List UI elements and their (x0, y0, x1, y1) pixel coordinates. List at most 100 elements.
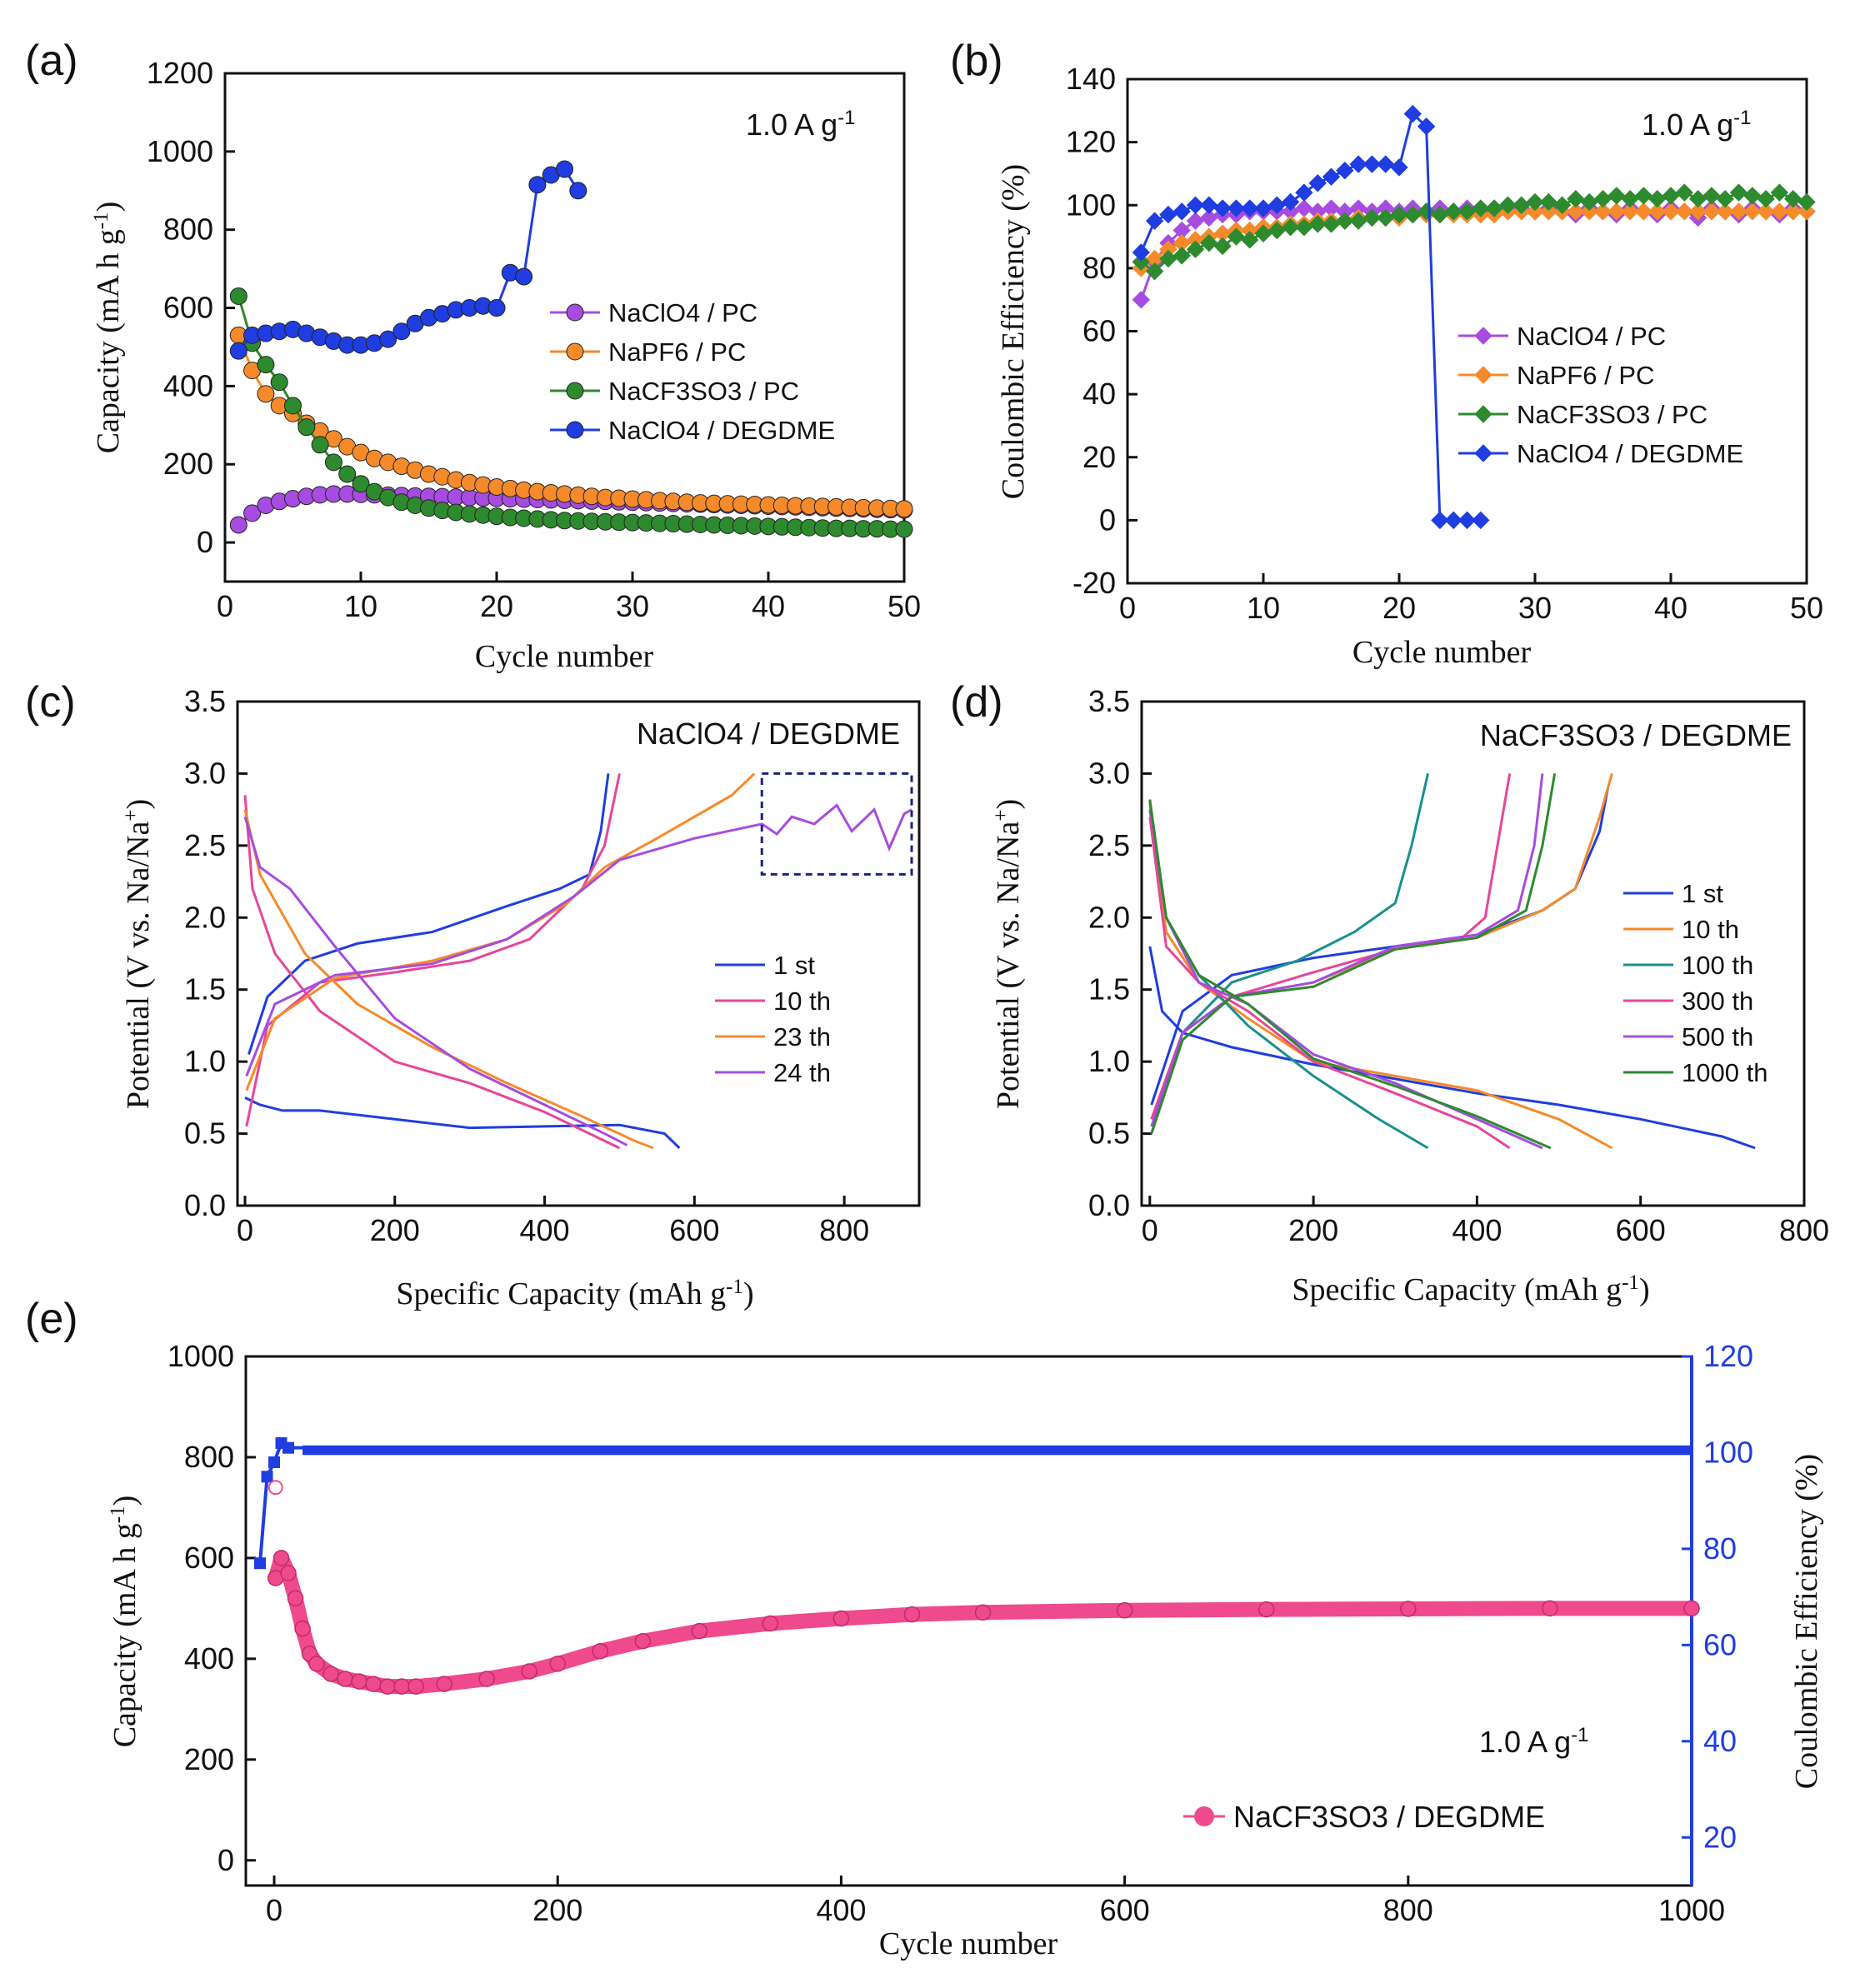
legend-label: NaClO4 / PC (608, 298, 758, 327)
first-cycle-point (268, 1480, 283, 1496)
x-tick-label: 200 (1288, 1213, 1338, 1247)
legend-label: 300 th (1682, 987, 1753, 1016)
data-point (1376, 155, 1395, 173)
data-point (1132, 290, 1151, 309)
charge-curve-0 (1150, 787, 1609, 1106)
legend-label: 500 th (1682, 1022, 1753, 1051)
x-axis-label-d: Specific Capacity (mAh g-1) (1292, 1271, 1649, 1308)
data-point (1770, 183, 1789, 202)
capacity-point (832, 1610, 850, 1627)
data-point (556, 160, 573, 178)
data-point (566, 382, 584, 400)
x-tick-label: 20 (1382, 591, 1416, 625)
data-point (1132, 243, 1151, 262)
data-point (895, 500, 913, 518)
legend-label: 1000 th (1682, 1058, 1768, 1087)
axes-e: 0 200 400 600 800 1000 0 200 400 600 800 1000 20 40 60… (168, 1339, 1753, 1927)
y-tick-label: 40 (1082, 377, 1116, 411)
x-tick-label: 800 (1779, 1213, 1829, 1247)
capacity-point (478, 1671, 495, 1687)
x-tick-label: 600 (1616, 1213, 1666, 1247)
y-right-tick-label: 60 (1703, 1627, 1737, 1661)
data-point (1688, 202, 1708, 221)
series-group-d (1148, 773, 1756, 1150)
data-point (1474, 366, 1492, 384)
legend-label: 24 th (773, 1058, 831, 1087)
x-tick-label: 30 (1518, 591, 1552, 625)
data-point (1132, 252, 1151, 272)
data-point (1593, 189, 1612, 208)
data-point (1757, 202, 1775, 221)
y-tick-label: 800 (184, 1440, 234, 1474)
x-axis-label-c: Specific Capacity (mAh g-1) (396, 1276, 753, 1312)
y-tick-label: 2.5 (1088, 828, 1130, 862)
discharge-curve-3 (1148, 817, 1511, 1150)
data-point (1145, 262, 1164, 281)
y-tick-label: 3.0 (184, 756, 226, 790)
capacity-point (691, 1622, 708, 1640)
charge-curve-5 (1150, 773, 1557, 1135)
y-axis-label-c: Potential (V vs. Na/Na+) (120, 799, 157, 1109)
y-axis-label-d: Potential (V vs. Na/Na+) (990, 799, 1027, 1109)
y-tick-label: 100 (1066, 187, 1116, 222)
y-tick-label: 200 (184, 1742, 234, 1776)
coulombic-efficiency-band (302, 1445, 1692, 1456)
data-point (515, 267, 533, 286)
data-point (311, 436, 329, 454)
y-tick-label: 120 (1066, 125, 1116, 159)
data-point (1431, 511, 1449, 530)
y-tick-label: 1.5 (1088, 972, 1130, 1006)
panel-a: (a) 0 10 20 30 40 50 0 200 400 600 800 1000 1200 1.0… (25, 37, 921, 674)
panel-letter-a: (a) (25, 37, 78, 85)
data-point (1336, 161, 1354, 180)
data-point (1552, 196, 1572, 214)
y-axis-label-b: Coulombic Efficiency (%) (996, 164, 1031, 499)
data-point (1702, 187, 1721, 205)
legend-e: NaCF3SO3 / DEGDME (1183, 1800, 1545, 1834)
data-point (1580, 202, 1598, 221)
data-point (1729, 202, 1748, 221)
panel-e: (e) 0 200 400 600 800 1000 0 200 400 600 800 1000 20… (25, 1295, 1824, 1961)
y-tick-label: 0.0 (1088, 1188, 1130, 1222)
y-tick-label: 2.0 (184, 900, 226, 934)
data-point (1227, 227, 1246, 246)
data-point (1743, 187, 1762, 205)
data-point (1336, 212, 1354, 230)
data-point (1798, 202, 1816, 221)
plot-frame-a (223, 72, 906, 583)
x-tick-label: 600 (669, 1213, 719, 1247)
data-point (1567, 202, 1585, 221)
data-point (1186, 240, 1205, 258)
legend-label: 1 st (1682, 879, 1723, 908)
y-tick-label: 400 (184, 1641, 234, 1676)
discharge-curve-0 (244, 1096, 681, 1149)
capacity-point (436, 1676, 452, 1692)
y-tick-label: 2.0 (1088, 900, 1130, 934)
discharge-curve-5 (1148, 799, 1552, 1150)
data-point (1295, 183, 1313, 202)
y-right-tick-label: 40 (1703, 1724, 1737, 1758)
legend-label: 10 th (1682, 915, 1739, 944)
y-tick-label: 0.0 (184, 1188, 226, 1222)
legend-label: NaClO4 / DEGDME (608, 416, 835, 445)
data-point (1716, 189, 1734, 208)
capacity-point (379, 1678, 396, 1695)
data-point (1240, 231, 1259, 249)
data-point (284, 397, 302, 415)
capacity-point (365, 1676, 382, 1692)
y-tick-label: 0 (1099, 502, 1116, 537)
y-right-tick-label: 80 (1703, 1531, 1737, 1566)
data-point (392, 322, 411, 341)
capacity-point (1683, 1600, 1700, 1617)
data-point (1757, 189, 1775, 208)
current-density-label-a: 1.0 A g-1 (746, 107, 855, 142)
data-point (1213, 237, 1232, 256)
data-point (1798, 192, 1816, 212)
capacity-point (1116, 1602, 1133, 1619)
data-point (528, 176, 547, 194)
data-point (379, 330, 398, 348)
coulombic-efficiency-line (258, 1440, 1692, 1564)
x-tick-label: 30 (616, 589, 649, 623)
panel-letter-e: (e) (25, 1295, 78, 1343)
legend-label: 1 st (773, 951, 815, 980)
